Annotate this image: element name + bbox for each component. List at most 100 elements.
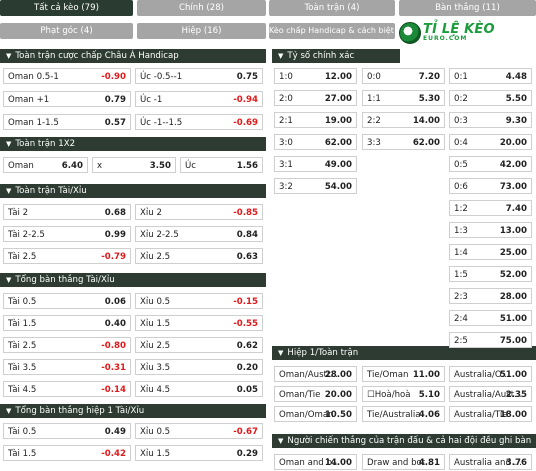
odds-cell[interactable]: Tài 2 0.68	[3, 204, 131, 220]
odds-cell[interactable]: ☐Hoà/hoà 5.10	[362, 386, 445, 402]
odds-cell[interactable]: 2:0 27.00	[274, 90, 357, 106]
odds-cell[interactable]: Xỉu 1.5 -0.55	[135, 315, 263, 331]
odds-cell[interactable]: Xỉu 2 -0.85	[135, 204, 263, 220]
odds-cell[interactable]: 3:0 62.00	[274, 134, 357, 150]
odds-cell[interactable]: 2:5 75.00	[449, 332, 532, 348]
odds-cell[interactable]: 0:1 4.48	[449, 68, 532, 84]
odds-value: 0.75	[236, 72, 258, 82]
odds-value: 49.00	[324, 160, 352, 170]
odds-cell[interactable]: Oman 6.40	[3, 157, 88, 173]
section-header[interactable]: ▼ Tổng bàn thắng hiệp 1 Tài/Xỉu	[0, 404, 266, 418]
tab-main[interactable]: Chính (28)	[137, 0, 266, 16]
section-header[interactable]: ▼ Toàn trận Tài/Xỉu	[0, 184, 266, 198]
odds-value: 62.00	[412, 138, 440, 148]
odds-cell[interactable]: Tài 3.5 -0.31	[3, 359, 131, 375]
odds-cell[interactable]: 1:3 13.00	[449, 222, 532, 238]
odds-cell[interactable]: 0:0 7.20	[362, 68, 445, 84]
odds-cell[interactable]: 3:3 62.00	[362, 134, 445, 150]
odds-label: 2:0	[279, 94, 293, 104]
odds-cell[interactable]: 2:2 14.00	[362, 112, 445, 128]
odds-cell[interactable]: 2:1 19.00	[274, 112, 357, 128]
correct-score-section: ▼ Tỷ số chính xác	[272, 49, 400, 63]
odds-cell[interactable]: Tài 1.5 -0.42	[3, 445, 131, 461]
odds-cell[interactable]: Tài 2.5 -0.79	[3, 248, 131, 264]
odds-cell[interactable]: Australia and ... 3.76	[449, 454, 532, 470]
odds-value: 1.56	[236, 161, 258, 171]
section-header[interactable]: ▼ Tỷ số chính xác	[272, 49, 400, 63]
odds-cell[interactable]: Úc -1 -0.94	[135, 91, 263, 107]
odds-cell[interactable]: Oman/Tie 20.00	[274, 386, 357, 402]
tab-full-time[interactable]: Toàn trận (4)	[269, 0, 395, 16]
odds-value: 73.00	[499, 182, 527, 192]
odds-value: 52.00	[499, 270, 527, 280]
tab-half[interactable]: Hiệp (16)	[137, 23, 266, 39]
odds-cell[interactable]: Xỉu 1.5 0.29	[135, 445, 263, 461]
odds-cell[interactable]: 2:4 51.00	[449, 310, 532, 326]
odds-cell[interactable]: Tài 2-2.5 0.99	[3, 226, 131, 242]
odds-cell[interactable]: Xỉu 2.5 0.62	[135, 337, 263, 353]
section-header[interactable]: ▼ Tổng bàn thắng Tài/Xỉu	[0, 273, 266, 287]
odds-cell[interactable]: Úc 1.56	[180, 157, 263, 173]
odds-cell[interactable]: Draw and bot... 4.81	[362, 454, 445, 470]
odds-value: 28.00	[324, 370, 352, 380]
odds-cell[interactable]: Tài 1.5 0.40	[3, 315, 131, 331]
tab-goals[interactable]: Bàn thắng (11)	[399, 0, 536, 16]
odds-cell[interactable]: 3:2 54.00	[274, 178, 357, 194]
odds-cell[interactable]: Australia/O... 51.00	[449, 366, 532, 382]
odds-cell[interactable]: Oman and b... 14.00	[274, 454, 357, 470]
odds-cell[interactable]: 1:2 7.40	[449, 200, 532, 216]
odds-value: -0.15	[233, 297, 258, 307]
odds-cell[interactable]: Oman/Oman 10.50	[274, 406, 357, 422]
odds-cell[interactable]: Xỉu 3.5 0.20	[135, 359, 263, 375]
odds-cell[interactable]: Australia/Aust... 2.35	[449, 386, 532, 402]
tab-all-odds[interactable]: Tất cả kèo (79)	[0, 0, 133, 16]
odds-cell[interactable]: Úc -1--1.5 -0.69	[135, 114, 263, 130]
odds-cell[interactable]: 1:4 25.00	[449, 244, 532, 260]
odds-cell[interactable]: Úc -0.5--1 0.75	[135, 68, 263, 84]
odds-cell[interactable]: Xỉu 2-2.5 0.84	[135, 226, 263, 242]
odds-cell[interactable]: 0:6 73.00	[449, 178, 532, 194]
odds-cell[interactable]: Xỉu 0.5 -0.15	[135, 293, 263, 309]
odds-cell[interactable]: 1:0 12.00	[274, 68, 357, 84]
odds-cell[interactable]: Australia/Tie 18.00	[449, 406, 532, 422]
odds-cell[interactable]: 0:3 9.30	[449, 112, 532, 128]
odds-value: 7.20	[418, 72, 440, 82]
odds-cell[interactable]: Tài 4.5 -0.14	[3, 381, 131, 397]
tab-corners[interactable]: Phạt góc (4)	[0, 23, 133, 39]
odds-value: 4.06	[418, 410, 440, 420]
odds-label: Tài 0.5	[8, 297, 37, 307]
odds-cell[interactable]: x 3.50	[92, 157, 176, 173]
odds-cell[interactable]: Oman 0.5-1 -0.90	[3, 68, 131, 84]
section-header[interactable]: ▼ Toàn trận 1X2	[0, 137, 266, 151]
odds-cell[interactable]: 0:4 20.00	[449, 134, 532, 150]
odds-cell[interactable]: Oman +1 0.79	[3, 91, 131, 107]
section-header[interactable]: ▼ Hiệp 1/Toàn trận	[272, 346, 536, 360]
logo-subtitle: EURO.COM	[423, 35, 468, 42]
odds-cell[interactable]: 0:5 42.00	[449, 156, 532, 172]
section-header[interactable]: ▼ Người chiến thắng của trận đấu & cả hai…	[272, 434, 536, 448]
odds-cell[interactable]: 0:2 5.50	[449, 90, 532, 106]
odds-cell[interactable]: Tài 2.5 -0.80	[3, 337, 131, 353]
odds-cell[interactable]: Tie/Oman 11.00	[362, 366, 445, 382]
odds-cell[interactable]: Oman 1-1.5 0.57	[3, 114, 131, 130]
odds-value: 13.00	[499, 226, 527, 236]
odds-cell[interactable]: 1:1 5.30	[362, 90, 445, 106]
odds-cell[interactable]: Tie/Australia 4.06	[362, 406, 445, 422]
caret-down-icon: ▼	[6, 52, 12, 60]
odds-cell[interactable]: 1:5 52.00	[449, 266, 532, 282]
section-header[interactable]: ▼ Toàn trận cược chấp Châu Á Handicap	[0, 49, 266, 63]
odds-value: 3.76	[505, 458, 527, 468]
odds-cell[interactable]: Tài 0.5 0.49	[3, 423, 131, 439]
tab-handicap-margin[interactable]: Kèo chấp Handicap & cách biệt (3)	[269, 23, 395, 39]
odds-cell[interactable]: Xỉu 4.5 0.05	[135, 381, 263, 397]
odds-cell[interactable]: Xỉu 2.5 0.63	[135, 248, 263, 264]
odds-label: 0:2	[454, 94, 468, 104]
odds-cell[interactable]: Tài 0.5 0.06	[3, 293, 131, 309]
odds-cell[interactable]: 3:1 49.00	[274, 156, 357, 172]
odds-label: x	[97, 161, 103, 171]
odds-cell[interactable]: Oman/Austr... 28.00	[274, 366, 357, 382]
odds-value: 0.63	[236, 252, 258, 262]
odds-cell[interactable]: 2:3 28.00	[449, 288, 532, 304]
over-under-section: ▼ Toàn trận Tài/Xỉu	[0, 184, 266, 198]
odds-cell[interactable]: Xỉu 0.5 -0.67	[135, 423, 263, 439]
